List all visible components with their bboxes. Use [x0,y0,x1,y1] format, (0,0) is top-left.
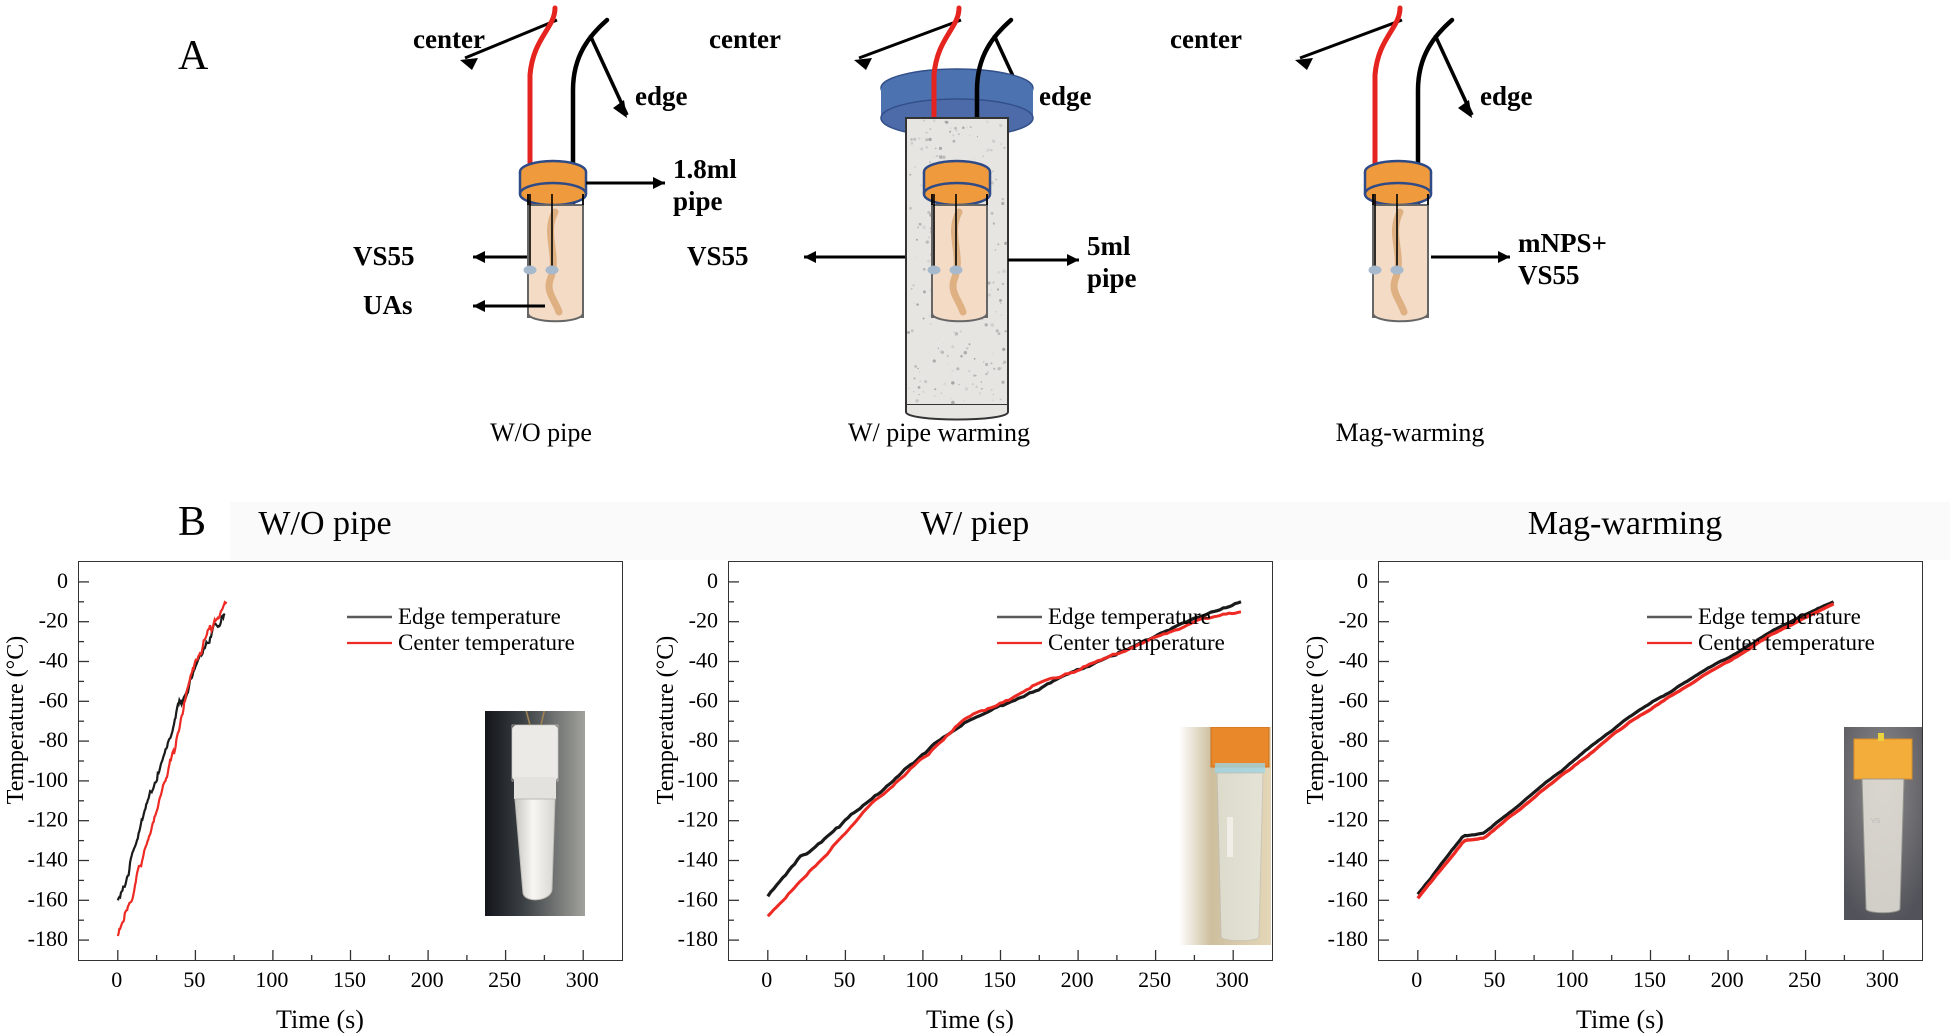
svg-text:-120: -120 [28,807,68,832]
svg-text:100: 100 [255,967,288,992]
svg-text:-100: -100 [28,767,68,792]
svg-text:-20: -20 [689,608,718,633]
svg-text:Center temperature: Center temperature [398,630,575,655]
svg-text:50: 50 [833,967,855,992]
svg-text:-80: -80 [1339,727,1368,752]
svg-text:-60: -60 [39,687,68,712]
svg-text:0: 0 [707,568,718,593]
svg-text:-180: -180 [1328,926,1368,951]
svg-text:-120: -120 [678,807,718,832]
svg-text:Center temperature: Center temperature [1048,630,1225,655]
svg-text:VS: VS [1871,818,1881,825]
svg-text:100: 100 [1555,967,1588,992]
svg-text:-160: -160 [1328,886,1368,911]
svg-text:150: 150 [983,967,1016,992]
svg-text:300: 300 [566,967,599,992]
svg-text:-60: -60 [689,687,718,712]
svg-text:-160: -160 [678,886,718,911]
svg-text:250: 250 [1788,967,1821,992]
svg-text:-40: -40 [689,648,718,673]
svg-text:300: 300 [1216,967,1249,992]
svg-text:0: 0 [1357,568,1368,593]
svg-text:150: 150 [1633,967,1666,992]
svg-text:50: 50 [1483,967,1505,992]
svg-text:-100: -100 [678,767,718,792]
svg-text:5ml: 5ml [1087,231,1131,261]
svg-text:-120: -120 [1328,807,1368,832]
svg-text:200: 200 [1061,967,1094,992]
svg-text:center: center [413,24,485,54]
svg-text:center: center [1170,24,1242,54]
svg-text:150: 150 [333,967,366,992]
svg-text:-180: -180 [678,926,718,951]
svg-text:300: 300 [1866,967,1899,992]
svg-text:VS55: VS55 [1518,260,1580,290]
svg-text:-20: -20 [39,608,68,633]
svg-text:-40: -40 [1339,648,1368,673]
svg-text:pipe: pipe [1087,263,1137,293]
svg-text:-140: -140 [678,847,718,872]
svg-text:-60: -60 [1339,687,1368,712]
svg-text:0: 0 [57,568,68,593]
svg-text:100: 100 [905,967,938,992]
svg-text:center: center [709,24,781,54]
svg-text:0: 0 [111,967,122,992]
svg-text:-180: -180 [28,926,68,951]
svg-text:0: 0 [1411,967,1422,992]
svg-text:-140: -140 [1328,847,1368,872]
svg-text:Edge temperature: Edge temperature [398,604,561,629]
svg-text:-140: -140 [28,847,68,872]
svg-text:Edge temperature: Edge temperature [1048,604,1211,629]
svg-text:-80: -80 [39,727,68,752]
svg-text:200: 200 [411,967,444,992]
svg-text:UAs: UAs [363,290,413,320]
svg-text:-160: -160 [28,886,68,911]
svg-text:edge: edge [1480,81,1533,111]
svg-text:VS55: VS55 [687,241,749,271]
svg-text:250: 250 [488,967,521,992]
svg-text:-80: -80 [689,727,718,752]
svg-text:-100: -100 [1328,767,1368,792]
svg-text:VS55: VS55 [353,241,415,271]
svg-text:0: 0 [761,967,772,992]
svg-text:-40: -40 [39,648,68,673]
svg-text:50: 50 [183,967,205,992]
svg-text:200: 200 [1711,967,1744,992]
svg-text:edge: edge [1039,81,1092,111]
svg-text:Edge temperature: Edge temperature [1698,604,1861,629]
svg-text:Center temperature: Center temperature [1698,630,1875,655]
svg-text:mNPS+: mNPS+ [1518,228,1607,258]
svg-text:250: 250 [1138,967,1171,992]
svg-text:-20: -20 [1339,608,1368,633]
